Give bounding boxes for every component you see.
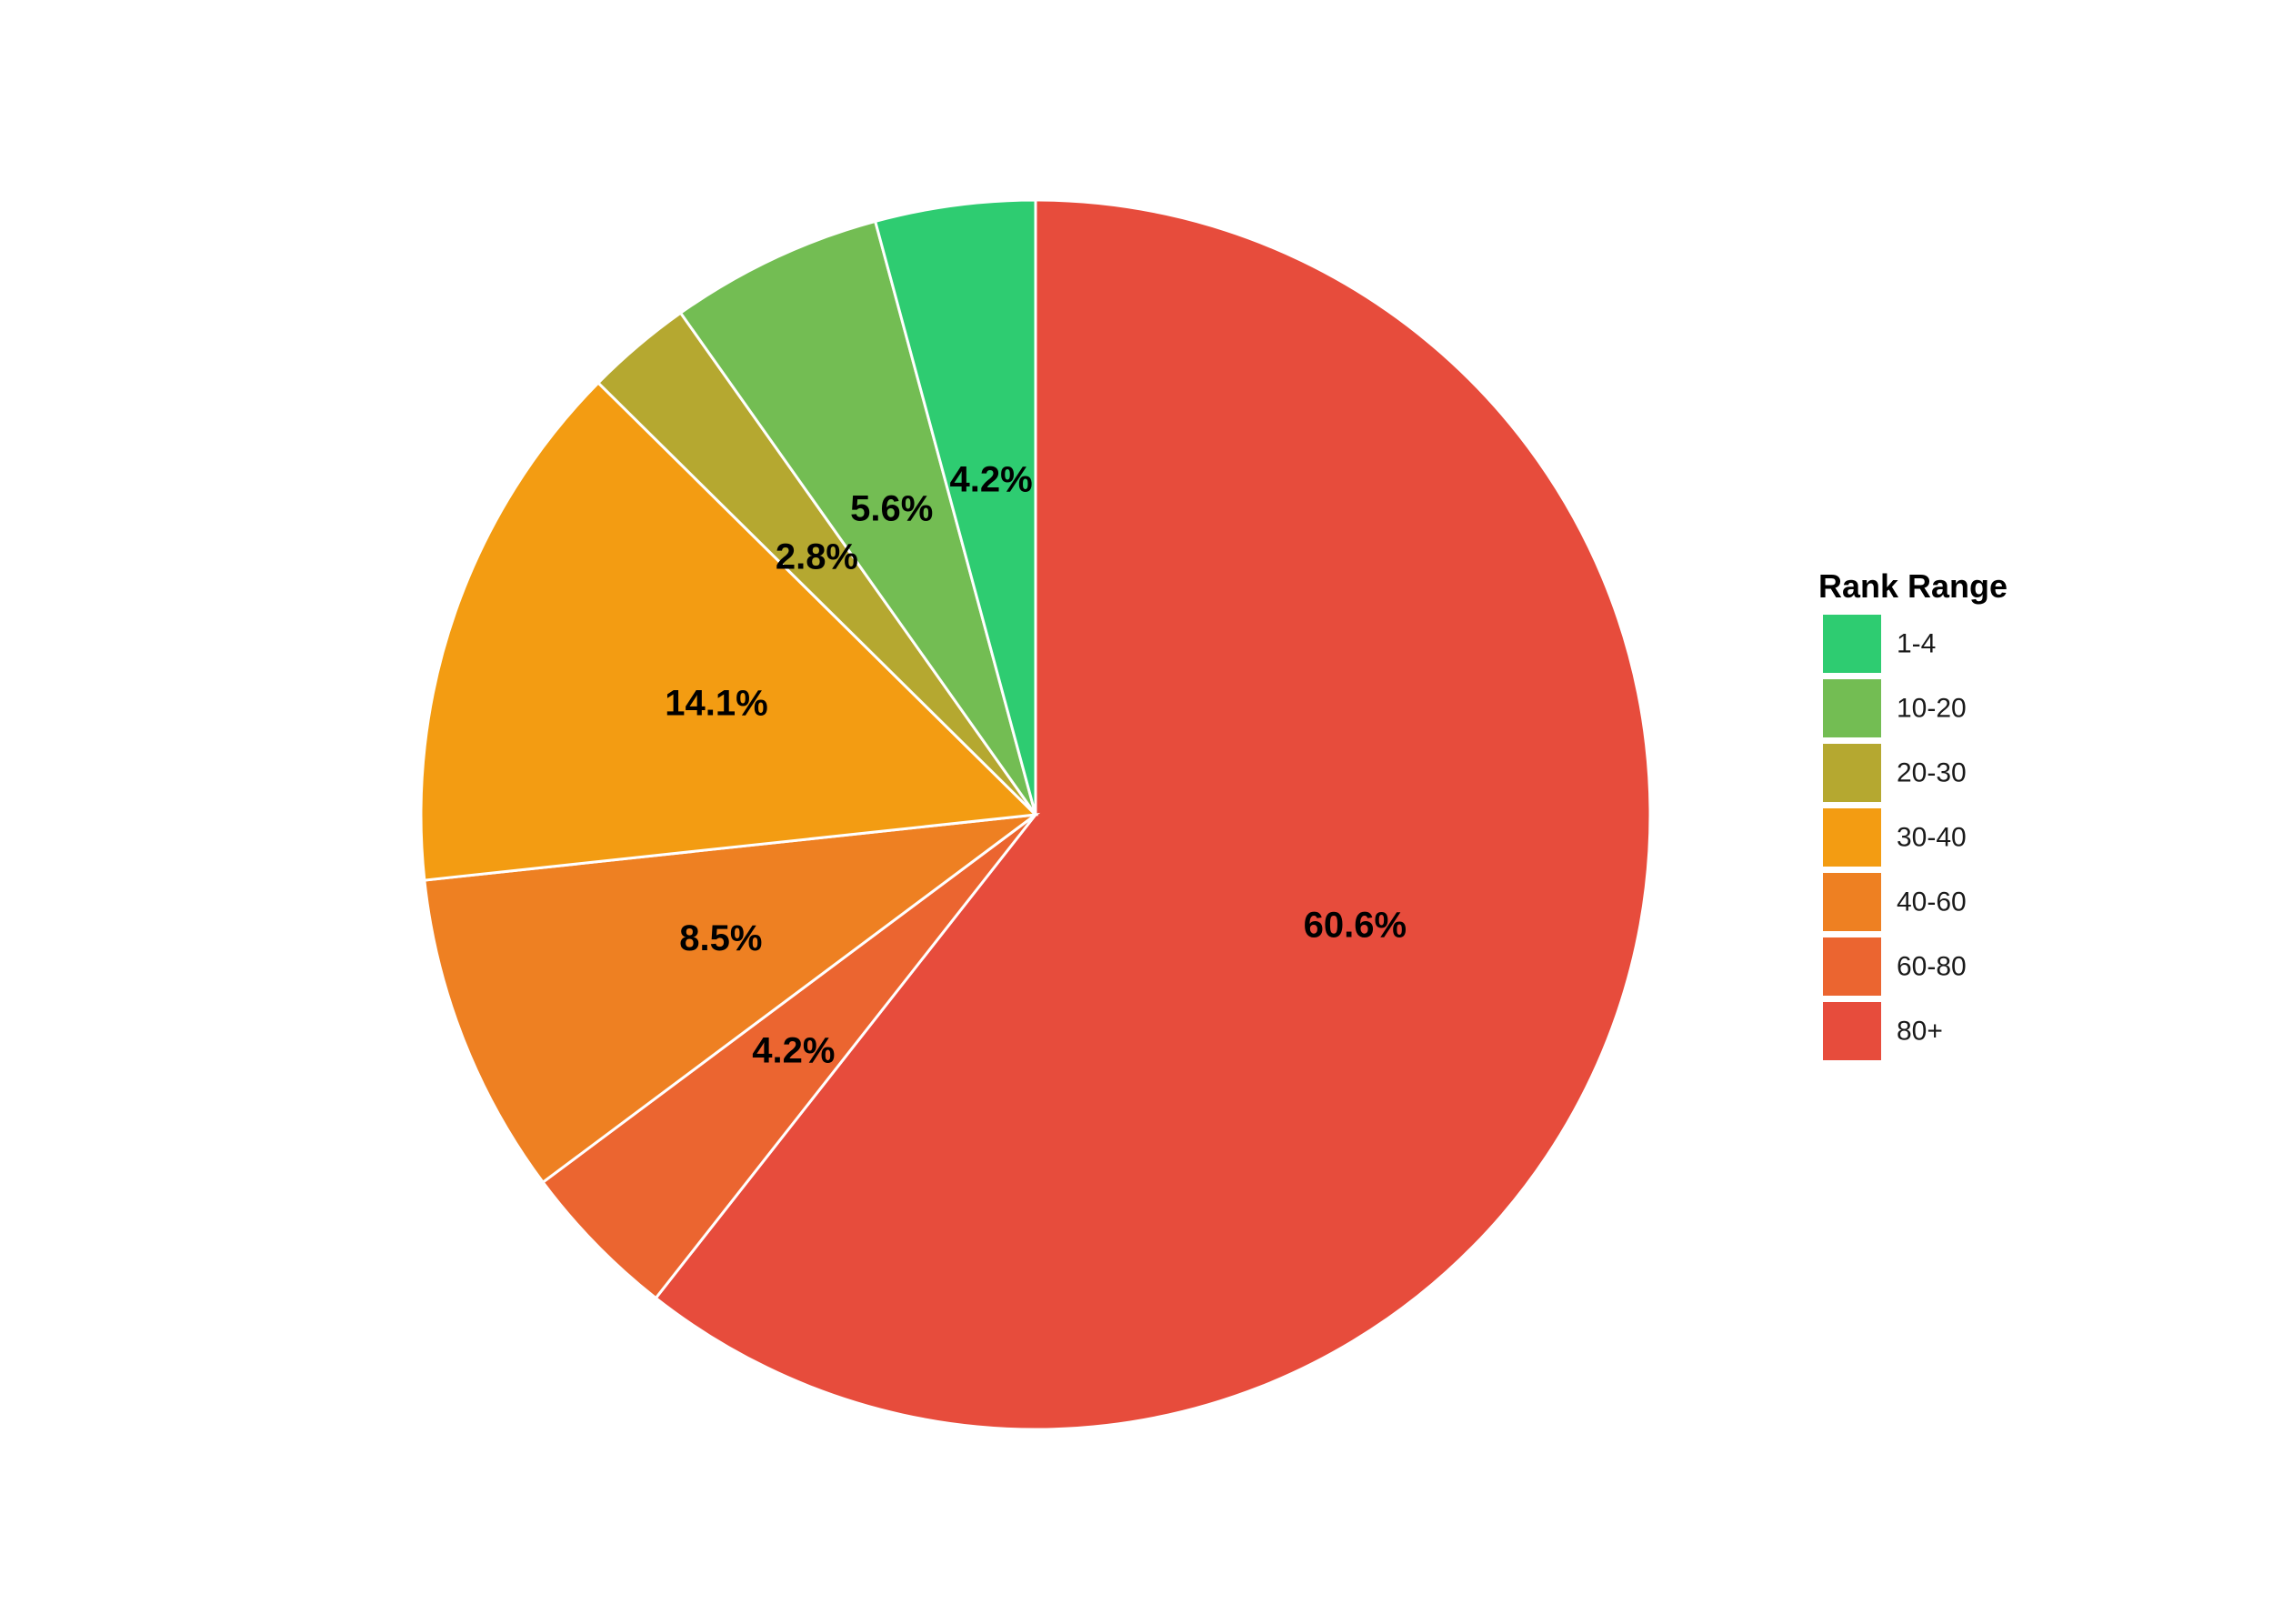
legend-label-10-20: 10-20 — [1897, 694, 1967, 724]
legend-label-40-60: 40-60 — [1897, 887, 1967, 917]
legend-swatch-1-4 — [1823, 615, 1881, 673]
legend-swatch-80+ — [1823, 1002, 1881, 1060]
slice-label-20-30: 2.8% — [776, 537, 858, 577]
pie-slice-10-20 — [678, 219, 1037, 816]
pie-slices — [419, 198, 1652, 1431]
legend-swatch-30-40 — [1823, 808, 1881, 867]
legend-label-1-4: 1-4 — [1897, 629, 1936, 659]
pie-slice-60-80 — [541, 813, 1037, 1300]
legend-label-30-40: 30-40 — [1897, 823, 1967, 853]
legend-swatch-40-60 — [1823, 873, 1881, 931]
slice-label-10-20: 5.6% — [850, 489, 933, 529]
legend-label-80+: 80+ — [1897, 1017, 1943, 1047]
slice-label-30-40: 14.1% — [665, 683, 767, 723]
slice-label-60-80: 4.2% — [752, 1031, 835, 1071]
pie-slice-1-4 — [873, 198, 1037, 816]
pie-slice-30-40 — [419, 380, 1039, 882]
slice-label-1-4: 4.2% — [949, 459, 1032, 499]
legend-label-20-30: 20-30 — [1897, 758, 1967, 788]
legend-swatch-10-20 — [1823, 679, 1881, 737]
legend: Rank Range 1-4 10-20 20-30 30-40 40-60 60-80 8… — [1818, 567, 2008, 1060]
pie-slice-40-60 — [423, 812, 1041, 1185]
slice-label-80+: 60.6% — [1304, 906, 1407, 946]
legend-swatch-60-80 — [1823, 937, 1881, 996]
legend-label-60-80: 60-80 — [1897, 952, 1967, 982]
pie-labels: 60.6% 4.2% 8.5% 14.1% 2.8% 5.6% 4.2% — [665, 459, 1407, 1070]
legend-swatch-20-30 — [1823, 744, 1881, 802]
legend-items: 1-4 10-20 20-30 30-40 40-60 60-80 80+ — [1823, 615, 1967, 1060]
slice-label-40-60: 8.5% — [679, 918, 762, 958]
pie-slice-80+ — [654, 198, 1652, 1431]
legend-title: Rank Range — [1818, 567, 2008, 605]
